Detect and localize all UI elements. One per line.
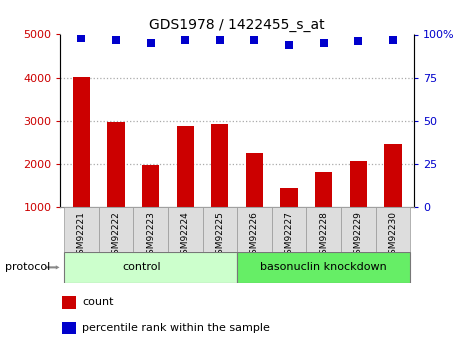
Point [181,37,189,42]
Bar [177,126,194,207]
Text: GSM92221: GSM92221 [77,211,86,260]
Bar [99,207,133,252]
Text: GSM92223: GSM92223 [146,211,155,260]
Point [355,39,362,44]
Text: percentile rank within the sample: percentile rank within the sample [82,323,270,333]
Bar [376,207,411,252]
Point [320,40,327,46]
Point [251,37,258,42]
Bar [62,322,76,334]
Point [286,42,293,48]
Point [112,37,120,42]
Bar [280,188,298,207]
Bar [272,207,306,252]
Bar [73,77,90,207]
Bar [133,207,168,252]
Bar [64,252,237,283]
Point [78,35,85,41]
Bar [64,207,99,252]
Bar [62,296,76,309]
Bar [341,207,376,252]
Text: control: control [123,263,161,272]
Point [216,37,224,42]
Bar [350,161,367,207]
Text: protocol: protocol [5,263,50,272]
Point [147,40,154,46]
Text: GSM92222: GSM92222 [112,211,120,260]
Bar [306,207,341,252]
Text: GSM92226: GSM92226 [250,211,259,260]
Bar [385,144,402,207]
Bar [315,171,332,207]
Bar [237,207,272,252]
Text: GSM92225: GSM92225 [215,211,224,260]
Text: GSM92228: GSM92228 [319,211,328,260]
Bar [142,165,159,207]
Point [389,37,397,42]
Text: GSM92224: GSM92224 [181,211,190,260]
Bar [107,122,125,207]
Title: GDS1978 / 1422455_s_at: GDS1978 / 1422455_s_at [149,18,325,32]
Text: GSM92230: GSM92230 [389,211,398,260]
Bar [168,207,202,252]
Bar [202,207,237,252]
Bar [237,252,411,283]
Bar [246,152,263,207]
Text: count: count [82,297,113,307]
Text: GSM92227: GSM92227 [285,211,293,260]
Text: GSM92229: GSM92229 [354,211,363,260]
Text: basonuclin knockdown: basonuclin knockdown [260,263,387,272]
Bar [211,124,228,207]
